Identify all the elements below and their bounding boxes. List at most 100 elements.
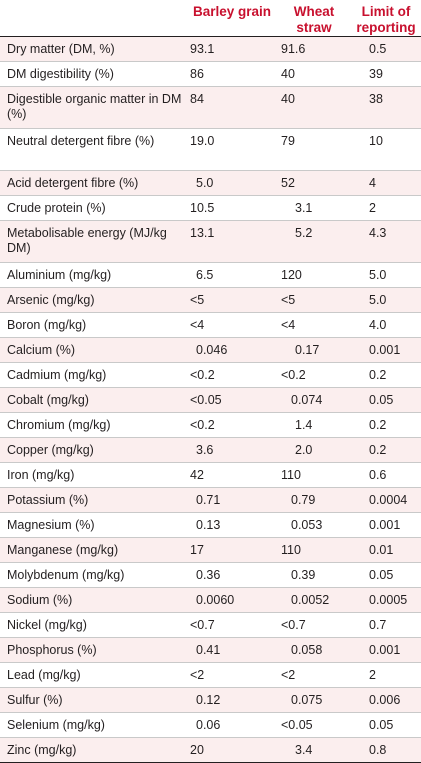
header-barley-grain: Barley grain [192,4,272,19]
cell-wheat-straw: 110 [277,537,351,563]
cell-wheat-straw: 40 [277,61,351,87]
table-row: Arsenic (mg/kg) <5 <5 5.0 [0,287,421,313]
table-row: Boron (mg/kg) <4 <4 4.0 [0,312,421,338]
header-parameter [0,0,187,37]
table-header: Barley grain Wheat straw Limit of report… [0,0,421,37]
cell-limit-of-reporting: 0.001 [351,512,421,538]
cell-limit-of-reporting: 0.05 [351,712,421,738]
cell-wheat-straw: 5.2 [277,220,351,263]
cell-limit-of-reporting: 0.001 [351,337,421,363]
cell-limit-of-reporting: 0.7 [351,612,421,638]
cell-barley-grain: 20 [187,737,277,763]
cell-limit-of-reporting: 0.6 [351,462,421,488]
table-row: DM digestibility (%) 86 40 39 [0,61,421,87]
cell-parameter: Arsenic (mg/kg) [0,287,187,313]
cell-limit-of-reporting: 0.01 [351,537,421,563]
cell-limit-of-reporting: 0.5 [351,36,421,62]
table-row: Magnesium (%) 0.13 0.053 0.001 [0,512,421,538]
cell-barley-grain: <2 [187,662,277,688]
cell-limit-of-reporting: 0.0005 [351,587,421,613]
table-row: Sulfur (%) 0.12 0.075 0.006 [0,687,421,713]
cell-parameter: Sulfur (%) [0,687,187,713]
cell-barley-grain: 6.5 [187,262,277,288]
cell-barley-grain: 19.0 [187,128,277,171]
cell-wheat-straw: 3.4 [277,737,351,763]
cell-wheat-straw: <0.7 [277,612,351,638]
cell-parameter: Calcium (%) [0,337,187,363]
cell-barley-grain: 17 [187,537,277,563]
cell-parameter: Cobalt (mg/kg) [0,387,187,413]
table-row: Sodium (%) 0.0060 0.0052 0.0005 [0,587,421,613]
table-row: Zinc (mg/kg) 20 3.4 0.8 [0,737,421,763]
header-wheat-straw: Wheat straw [293,4,335,35]
cell-wheat-straw: <4 [277,312,351,338]
table-row: Manganese (mg/kg) 17 110 0.01 [0,537,421,563]
cell-barley-grain: 5.0 [187,170,277,196]
cell-wheat-straw: 0.17 [277,337,351,363]
cell-parameter: Molybdenum (mg/kg) [0,562,187,588]
cell-limit-of-reporting: 0.8 [351,737,421,763]
cell-barley-grain: 0.36 [187,562,277,588]
cell-wheat-straw: 110 [277,462,351,488]
table-row: Digestible organic matter in DM (%) 84 40 3… [0,86,421,129]
table-row: Metabolisable energy (MJ/kg DM) 13.1 5.2 4.… [0,220,421,263]
cell-barley-grain: <5 [187,287,277,313]
cell-wheat-straw: <0.05 [277,712,351,738]
cell-barley-grain: 0.0060 [187,587,277,613]
table-row: Lead (mg/kg) <2 <2 2 [0,662,421,688]
cell-barley-grain: 13.1 [187,220,277,263]
table-row: Copper (mg/kg) 3.6 2.0 0.2 [0,437,421,463]
cell-limit-of-reporting: 5.0 [351,262,421,288]
cell-parameter: Phosphorus (%) [0,637,187,663]
cell-parameter: Acid detergent fibre (%) [0,170,187,196]
cell-limit-of-reporting: 4.0 [351,312,421,338]
cell-barley-grain: 10.5 [187,195,277,221]
cell-parameter: Selenium (mg/kg) [0,712,187,738]
cell-wheat-straw: <5 [277,287,351,313]
cell-barley-grain: <0.05 [187,387,277,413]
cell-wheat-straw: 1.4 [277,412,351,438]
table-row: Dry matter (DM, %) 93.1 91.6 0.5 [0,36,421,62]
cell-wheat-straw: 120 [277,262,351,288]
cell-limit-of-reporting: 4.3 [351,220,421,263]
table-row: Cobalt (mg/kg) <0.05 0.074 0.05 [0,387,421,413]
cell-parameter: Copper (mg/kg) [0,437,187,463]
cell-wheat-straw: 0.053 [277,512,351,538]
cell-barley-grain: 93.1 [187,36,277,62]
table-row: Selenium (mg/kg) 0.06 <0.05 0.05 [0,712,421,738]
cell-barley-grain: <0.7 [187,612,277,638]
cell-barley-grain: 0.13 [187,512,277,538]
cell-limit-of-reporting: 4 [351,170,421,196]
cell-parameter: Chromium (mg/kg) [0,412,187,438]
cell-parameter: Sodium (%) [0,587,187,613]
cell-limit-of-reporting: 10 [351,128,421,171]
cell-parameter: Lead (mg/kg) [0,662,187,688]
cell-wheat-straw: 3.1 [277,195,351,221]
table-row: Molybdenum (mg/kg) 0.36 0.39 0.05 [0,562,421,588]
cell-wheat-straw: 0.0052 [277,587,351,613]
cell-limit-of-reporting: 38 [351,86,421,129]
cell-limit-of-reporting: 2 [351,662,421,688]
cell-wheat-straw: <0.2 [277,362,351,388]
cell-limit-of-reporting: 0.006 [351,687,421,713]
cell-parameter: Boron (mg/kg) [0,312,187,338]
cell-parameter: Neutral detergent fibre (%) [0,128,187,171]
cell-limit-of-reporting: 0.05 [351,562,421,588]
cell-wheat-straw: 40 [277,86,351,129]
cell-parameter: Crude protein (%) [0,195,187,221]
cell-limit-of-reporting: 0.0004 [351,487,421,513]
cell-parameter: Dry matter (DM, %) [0,36,187,62]
cell-limit-of-reporting: 0.001 [351,637,421,663]
cell-wheat-straw: 91.6 [277,36,351,62]
cell-barley-grain: 0.12 [187,687,277,713]
cell-parameter: Digestible organic matter in DM (%) [0,86,187,129]
cell-parameter: DM digestibility (%) [0,61,187,87]
cell-limit-of-reporting: 0.2 [351,412,421,438]
cell-barley-grain: <0.2 [187,362,277,388]
cell-limit-of-reporting: 39 [351,61,421,87]
table-row: Aluminium (mg/kg) 6.5 120 5.0 [0,262,421,288]
cell-wheat-straw: 2.0 [277,437,351,463]
cell-parameter: Nickel (mg/kg) [0,612,187,638]
cell-parameter: Magnesium (%) [0,512,187,538]
